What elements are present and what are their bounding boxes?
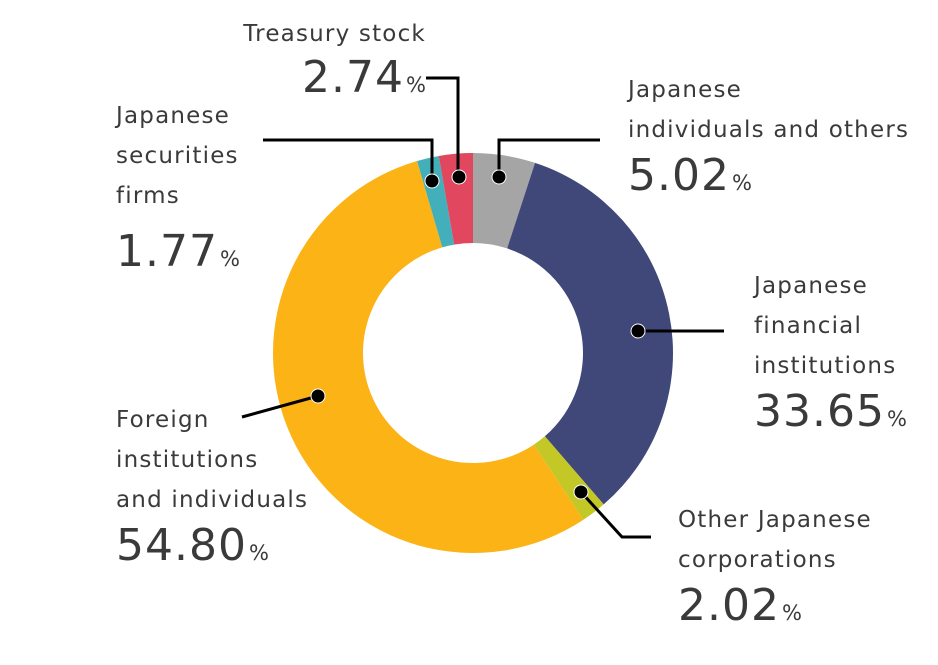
label-treasury-line-1: Treasury stock (243, 21, 426, 47)
label-foreign: Foreign institutions and individuals 54.… (116, 400, 308, 581)
leader-line-foreign (241, 394, 319, 419)
dot-securities (424, 173, 440, 189)
label-corporations-line-2: corporations (678, 547, 837, 573)
slice-japanese-individuals-and-others (473, 153, 536, 249)
label-financial-line-3: institutions (754, 353, 897, 379)
dot-foreign (310, 388, 326, 404)
label-corporations-value: 2.02% (678, 580, 802, 631)
leader-dots (310, 169, 646, 500)
label-securities-value: 1.77% (116, 226, 240, 277)
label-foreign-line-1: Foreign (116, 407, 210, 433)
dot-individuals (491, 169, 507, 185)
leader-line-treasury (426, 76, 460, 177)
label-treasury-value: 2.74% (302, 52, 426, 103)
label-financial-line-2: financial (754, 313, 863, 339)
leader-lines (241, 76, 724, 539)
leader-line-individuals (497, 138, 600, 177)
label-corporations: Other Japanese corporations 2.02% (678, 500, 872, 641)
dot-corporations (573, 484, 589, 500)
slice-foreign-institutions-and-individuals (272, 160, 584, 554)
label-corporations-line-1: Other Japanese (678, 507, 872, 533)
label-financial: Japanese financial institutions 33.65% (754, 266, 907, 447)
label-foreign-line-2: institutions (116, 447, 259, 473)
slice-japanese-financial-institutions (507, 162, 673, 505)
label-individuals-value: 5.02% (628, 150, 752, 201)
leader-line-securities (263, 138, 434, 181)
label-foreign-line-3: and individuals (116, 487, 309, 513)
label-financial-line-1: Japanese (754, 273, 869, 299)
dot-treasury (451, 169, 467, 185)
donut-slices (272, 153, 673, 554)
label-securities-line-2: securities (116, 143, 239, 169)
label-individuals-line-1: Japanese (628, 77, 743, 103)
label-individuals-line-2: individuals and others (628, 117, 910, 143)
leader-line-corporations (579, 490, 651, 539)
label-securities-line-1: Japanese (116, 103, 231, 129)
label-securities: Japanese securities firms 1.77% (116, 96, 240, 287)
label-treasury: Treasury stock 2.74% (226, 14, 426, 113)
label-financial-value: 33.65% (754, 386, 907, 437)
label-individuals: Japanese individuals and others 5.02% (628, 70, 909, 211)
label-foreign-value: 54.80% (116, 520, 269, 571)
dot-financial (630, 323, 646, 339)
label-securities-line-3: firms (116, 183, 180, 209)
